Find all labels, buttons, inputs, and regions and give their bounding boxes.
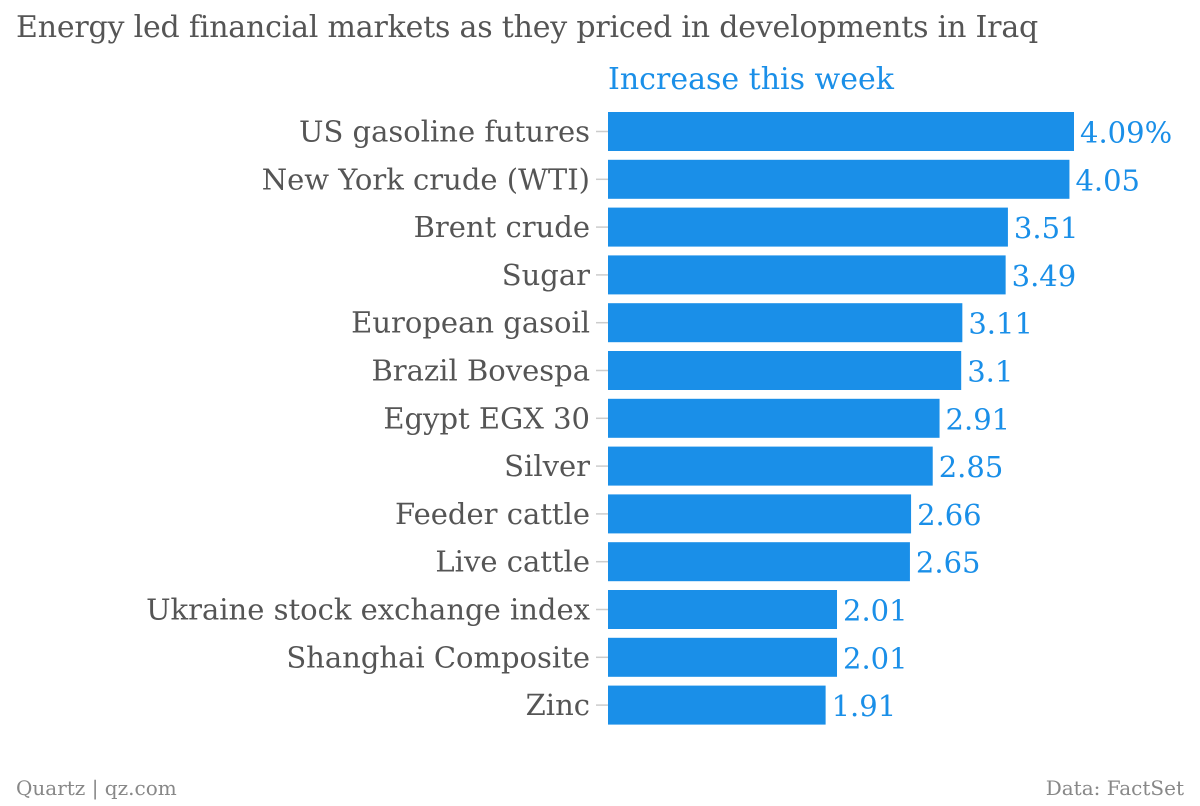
value-label: 2.85 (939, 450, 1004, 484)
bar (608, 112, 1074, 151)
value-label: 3.1 (967, 355, 1013, 389)
bar (608, 446, 933, 486)
category-label: European gasoil (351, 306, 590, 340)
category-label: Shanghai Composite (286, 640, 590, 674)
category-label: Brent crude (414, 210, 590, 244)
bar (608, 542, 910, 582)
category-label: New York crude (WTI) (262, 162, 590, 196)
category-label: Brazil Bovespa (371, 354, 590, 388)
category-label: Zinc (526, 688, 590, 722)
value-label: 4.09% (1080, 116, 1172, 150)
footer-credit: Quartz | qz.com (16, 776, 177, 800)
value-label: 3.49 (1012, 259, 1077, 293)
value-label: 2.66 (917, 498, 982, 532)
value-label: 4.05 (1075, 163, 1140, 197)
bar (608, 590, 838, 629)
bar (608, 303, 963, 343)
value-label: 3.11 (968, 307, 1033, 341)
footer-source: Data: FactSet (1045, 776, 1184, 800)
category-label: Sugar (502, 258, 590, 292)
value-label: 1.91 (832, 689, 897, 723)
bar (608, 637, 838, 677)
category-label: US gasoline futures (299, 115, 590, 149)
chart-title: Energy led financial markets as they pri… (16, 10, 1039, 45)
bar (608, 207, 1008, 247)
value-label: 2.01 (843, 594, 908, 628)
bar (608, 255, 1006, 295)
category-label: Silver (504, 449, 590, 483)
category-label: Ukraine stock exchange index (146, 593, 590, 627)
bar (608, 159, 1070, 199)
category-label: Feeder cattle (395, 497, 590, 531)
category-label: Egypt EGX 30 (383, 401, 590, 435)
bar (608, 685, 826, 725)
value-label: 2.91 (946, 402, 1011, 436)
bar (608, 351, 962, 390)
value-label: 3.51 (1014, 211, 1079, 245)
value-label: 2.65 (916, 546, 981, 580)
category-label: Live cattle (435, 545, 590, 579)
bar (608, 398, 940, 438)
bar (608, 494, 912, 534)
value-label: 2.01 (843, 641, 908, 675)
series-label: Increase this week (608, 62, 894, 97)
